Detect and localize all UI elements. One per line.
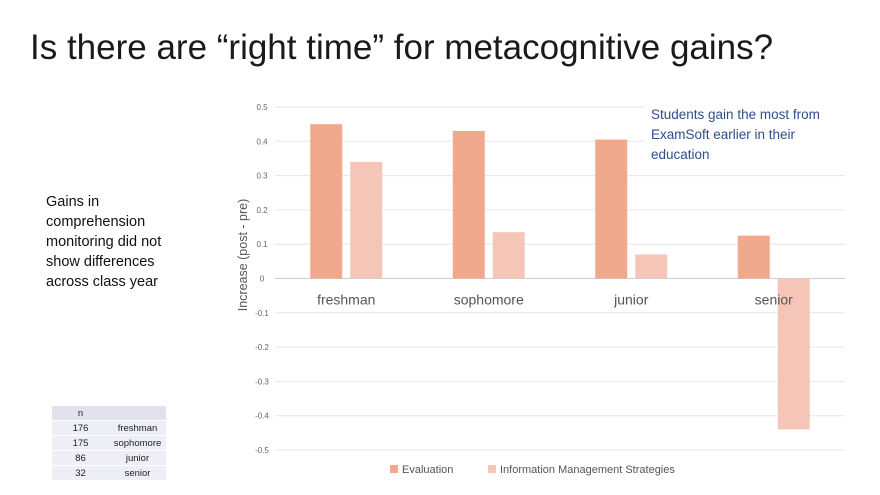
legend-label: Evaluation xyxy=(402,464,453,476)
legend-label: Information Management Strategies xyxy=(500,464,675,476)
table-header-cell: n xyxy=(52,406,109,421)
y-tick-label: 0.5 xyxy=(256,103,268,112)
y-tick-label: -0.2 xyxy=(255,343,269,352)
table-cell-year: junior xyxy=(109,450,166,466)
side-note: Gains in comprehension monitoring did no… xyxy=(46,194,162,290)
legend-swatch xyxy=(390,465,398,473)
y-tick-label: -0.1 xyxy=(255,309,269,318)
bar-information-management-junior xyxy=(635,254,668,279)
x-category-label: sophomore xyxy=(454,292,524,308)
y-tick-label: -0.4 xyxy=(255,412,269,421)
sample-size-table: n 176 freshman 175 sophomore 86 junior 3… xyxy=(52,406,166,481)
table-cell-n: 175 xyxy=(52,435,109,451)
bar-information-management-freshman xyxy=(350,161,383,279)
y-tick-label: -0.5 xyxy=(255,446,269,455)
table-cell-year: senior xyxy=(109,465,166,481)
table-row: 176 freshman xyxy=(52,420,166,436)
callout-annotation: Students gain the most from ExamSoft ear… xyxy=(645,103,860,165)
table-cell-n: 32 xyxy=(52,465,109,481)
y-tick-label: 0.2 xyxy=(256,206,268,215)
y-tick-label: 0 xyxy=(260,275,265,284)
legend-swatch xyxy=(488,465,496,473)
bar-evaluation-freshman xyxy=(310,124,343,279)
table-row: 32 senior xyxy=(52,465,166,481)
table-header-row: n xyxy=(52,406,166,421)
table-cell-n: 86 xyxy=(52,450,109,466)
y-tick-label: 0.4 xyxy=(256,137,268,146)
y-tick-label: 0.1 xyxy=(256,240,268,249)
bar-information-management-sophomore xyxy=(492,232,525,279)
table-cell-n: 176 xyxy=(52,420,109,436)
table-header-cell xyxy=(109,406,166,421)
x-category-label: freshman xyxy=(317,292,375,308)
table-row: 86 junior xyxy=(52,450,166,466)
table-cell-year: sophomore xyxy=(109,435,166,451)
bar-information-management-senior xyxy=(777,278,810,430)
table-cell-year: freshman xyxy=(109,420,166,436)
x-category-label: junior xyxy=(613,292,649,308)
table-row: 175 sophomore xyxy=(52,435,166,451)
x-category-label: senior xyxy=(755,292,793,308)
slide-title: Is there are “right time” for metacognit… xyxy=(30,28,774,67)
bar-evaluation-junior xyxy=(595,139,628,279)
bar-evaluation-sophomore xyxy=(452,131,485,279)
y-tick-label: -0.3 xyxy=(255,377,269,386)
bar-evaluation-senior xyxy=(737,235,770,279)
y-tick-label: 0.3 xyxy=(256,172,268,181)
